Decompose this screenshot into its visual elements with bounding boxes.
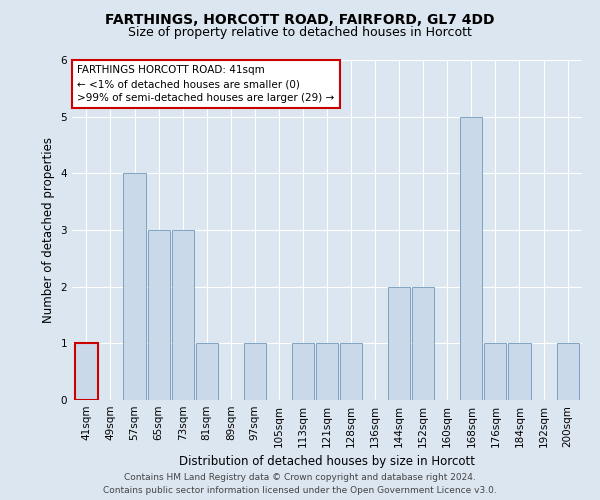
Bar [148,230,170,400]
Bar [412,286,434,400]
Bar [557,344,578,400]
Bar [124,174,146,400]
Y-axis label: Number of detached properties: Number of detached properties [42,137,55,323]
Bar [388,286,410,400]
Bar [172,230,194,400]
Bar [484,344,506,400]
Text: FARTHINGS HORCOTT ROAD: 41sqm
← <1% of detached houses are smaller (0)
>99% of s: FARTHINGS HORCOTT ROAD: 41sqm ← <1% of d… [77,65,334,103]
Bar [196,344,218,400]
Text: Size of property relative to detached houses in Horcott: Size of property relative to detached ho… [128,26,472,39]
Bar [244,344,266,400]
Bar [76,344,98,400]
Bar [316,344,338,400]
Bar [460,116,482,400]
X-axis label: Distribution of detached houses by size in Horcott: Distribution of detached houses by size … [179,456,475,468]
Text: FARTHINGS, HORCOTT ROAD, FAIRFORD, GL7 4DD: FARTHINGS, HORCOTT ROAD, FAIRFORD, GL7 4… [105,12,495,26]
Bar [340,344,362,400]
Text: Contains HM Land Registry data © Crown copyright and database right 2024.
Contai: Contains HM Land Registry data © Crown c… [103,474,497,495]
Bar [508,344,530,400]
Bar [292,344,314,400]
